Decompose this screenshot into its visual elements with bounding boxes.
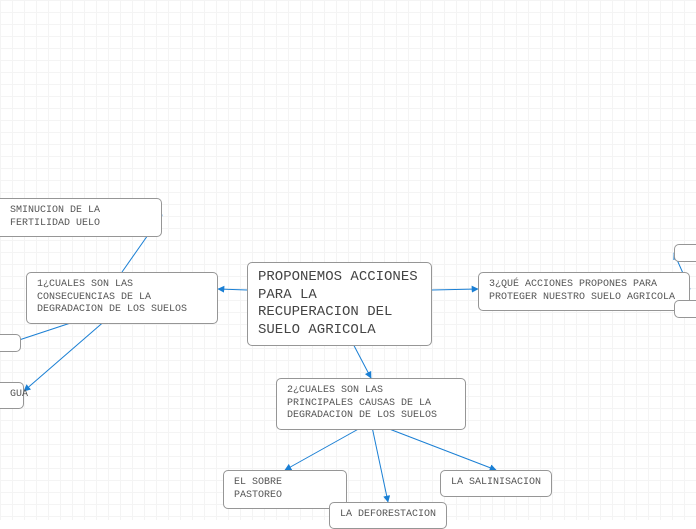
node-r1[interactable]	[674, 244, 696, 262]
node-fert[interactable]: SMINUCION DE LA FERTILIDAD UELO	[0, 198, 162, 237]
node-pastoreo[interactable]: EL SOBRE PASTOREO	[223, 470, 347, 509]
node-agua[interactable]: GUA	[0, 382, 24, 409]
node-label: 2¿CUALES SON LAS PRINCIPALES CAUSAS DE L…	[287, 385, 437, 421]
node-label: 1¿CUALES SON LAS CONSECUENCIAS DE LA DEG…	[37, 279, 187, 315]
node-label: PROPONEMOS ACCIONES PARA LA RECUPERACION…	[258, 269, 418, 338]
node-label: LA DEFORESTACION	[340, 509, 436, 520]
node-label: GUA	[10, 389, 28, 400]
node-label: LA SALINISACION	[451, 477, 541, 488]
node-salin[interactable]: LA SALINISACION	[440, 470, 552, 497]
node-center[interactable]: PROPONEMOS ACCIONES PARA LA RECUPERACION…	[247, 262, 432, 346]
grid-background	[0, 0, 696, 520]
node-q1[interactable]: 1¿CUALES SON LAS CONSECUENCIAS DE LA DEG…	[26, 272, 218, 324]
node-q2[interactable]: 2¿CUALES SON LAS PRINCIPALES CAUSAS DE L…	[276, 378, 466, 430]
node-q3[interactable]: 3¿QUÉ ACCIONES PROPONES PARA PROTEGER NU…	[478, 272, 690, 311]
node-r2[interactable]	[674, 300, 696, 318]
node-label: 3¿QUÉ ACCIONES PROPONES PARA PROTEGER NU…	[489, 279, 675, 303]
node-label: EL SOBRE PASTOREO	[234, 477, 282, 501]
node-label: SMINUCION DE LA FERTILIDAD UELO	[10, 205, 100, 229]
node-deforest[interactable]: LA DEFORESTACION	[329, 502, 447, 529]
node-box_a[interactable]	[0, 334, 21, 352]
